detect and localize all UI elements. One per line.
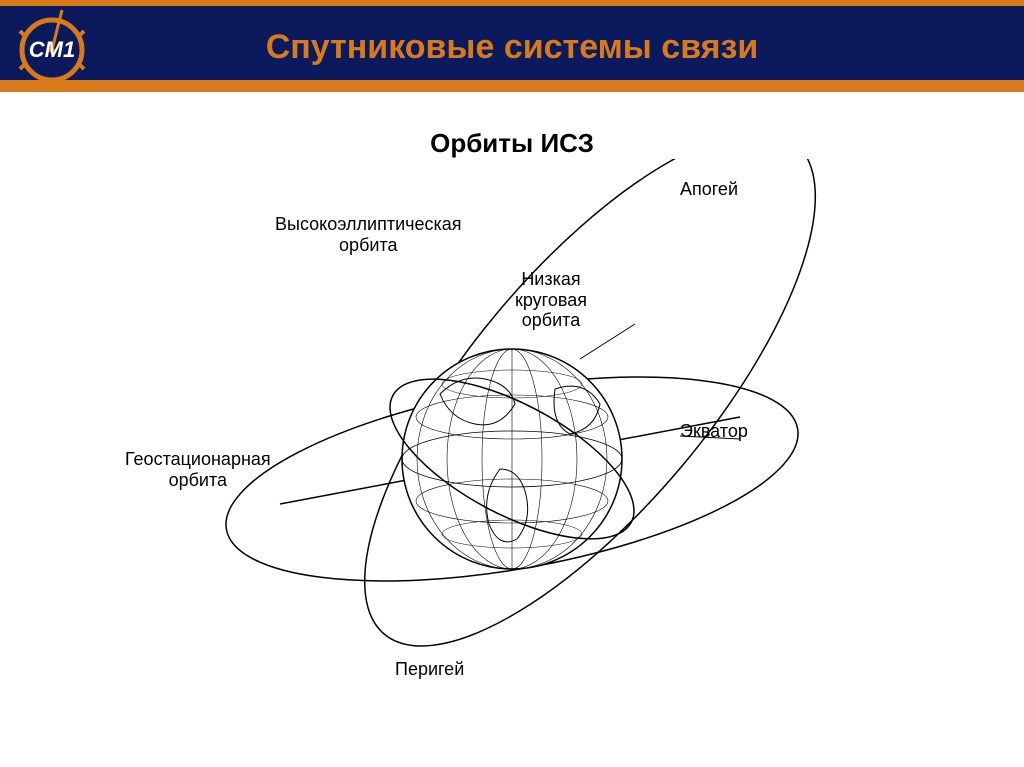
orbit-diagram: Апогей Высокоэллиптическая орбита Низкая… <box>0 159 1024 719</box>
label-perigee: Перигей <box>395 659 464 680</box>
slide-header: СМ1 Спутниковые системы связи <box>0 0 1024 92</box>
label-geostationary: Геостационарная орбита <box>125 449 271 490</box>
header-band-bottom <box>0 80 1024 92</box>
slide-title: Спутниковые системы связи <box>0 28 1024 67</box>
label-high-elliptic: Высокоэллиптическая орбита <box>275 214 462 255</box>
label-low-circular: Низкая круговая орбита <box>515 269 587 331</box>
label-equator: Экватор <box>680 421 748 442</box>
globe-icon <box>402 349 622 569</box>
slide-subtitle: Орбиты ИСЗ <box>0 128 1024 159</box>
label-apogee: Апогей <box>680 179 738 200</box>
header-band-top <box>0 0 1024 6</box>
